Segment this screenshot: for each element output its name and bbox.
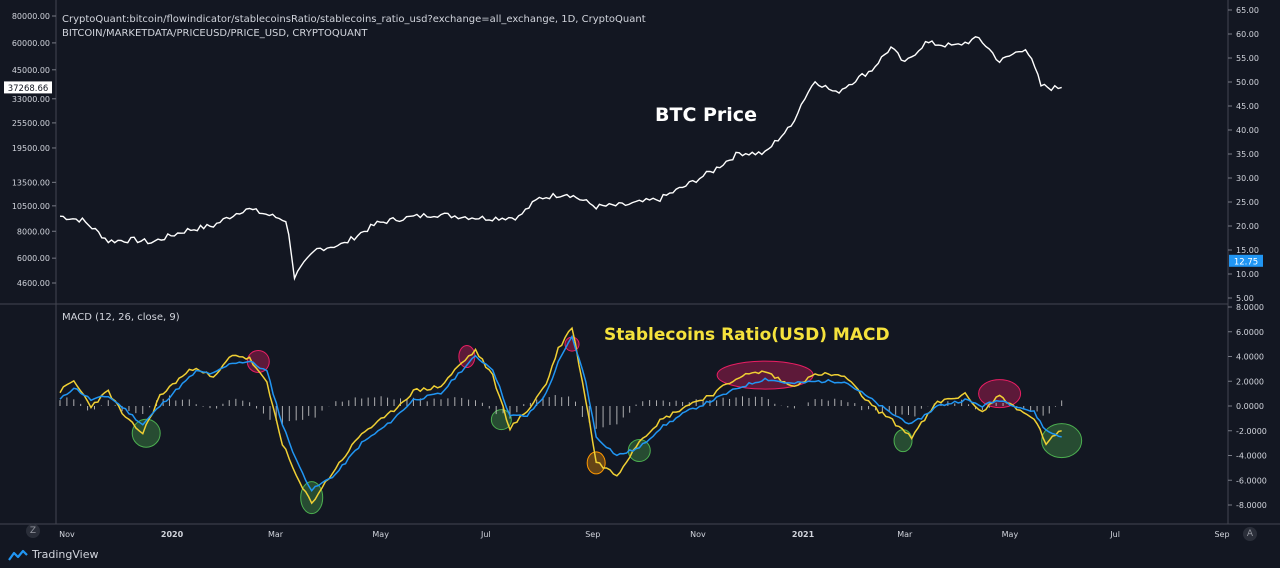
right-axis-tick-label: 25.00 xyxy=(1236,198,1259,207)
axis-badges: 37268.66 12.75 xyxy=(4,81,1263,267)
macd-axis-tick-label: 8.0000 xyxy=(1236,303,1264,312)
time-axis-tick-label: May xyxy=(372,530,389,539)
series-lines xyxy=(59,36,1062,505)
source-header-line-1: CryptoQuant:bitcoin/flowindicator/stable… xyxy=(62,14,646,25)
time-axis[interactable]: Nov 2020 Mar May Jul Sep Nov 2021 Mar May Jul Sep xyxy=(59,530,1229,539)
highlight-marker xyxy=(300,481,324,515)
signal-line xyxy=(59,326,1062,505)
time-axis-tick-label: Jul xyxy=(1109,530,1120,539)
zoom-reset-button[interactable]: Z xyxy=(26,524,40,538)
ratio-right-axis[interactable]: 65.00 60.00 55.00 50.00 45.00 40.00 35.00 30.00… xyxy=(1228,6,1259,303)
source-header-line-2: BITCOIN/MARKETDATA/PRICEUSD/PRICE_USD, C… xyxy=(62,28,368,39)
tradingview-logo-text: TradingView xyxy=(32,548,99,561)
macd-indicator-label: MACD (12, 26, close, 9) xyxy=(62,312,180,323)
macd-axis-tick-label: 6.0000 xyxy=(1236,328,1264,337)
btc-price-line xyxy=(59,36,1062,281)
time-axis-tick-label: Sep xyxy=(1214,530,1229,539)
macd-axis-tick-label: -8.0000 xyxy=(1236,501,1267,510)
tradingview-icon xyxy=(8,549,28,561)
macd-right-axis[interactable]: 8.0000 6.0000 4.0000 2.0000 0.0000 -2.0000 -4.… xyxy=(1228,303,1267,510)
ratio-value-badge-label: 12.75 xyxy=(1234,257,1258,267)
right-axis-tick-label: 35.00 xyxy=(1236,150,1259,159)
left-axis-tick-label: 80000.00 xyxy=(12,12,50,21)
right-axis-tick-label: 10.00 xyxy=(1236,270,1259,279)
price-left-axis[interactable]: 80000.00 60000.00 45000.00 33000.00 25500.00… xyxy=(12,12,56,288)
macd-axis-tick-label: 4.0000 xyxy=(1236,353,1264,362)
right-axis-tick-label: 65.00 xyxy=(1236,6,1259,15)
left-axis-tick-label: 4600.00 xyxy=(17,279,50,288)
left-axis-tick-label: 33000.00 xyxy=(12,95,50,104)
time-axis-tick-label: Nov xyxy=(59,530,75,539)
right-axis-tick-label: 60.00 xyxy=(1236,30,1259,39)
macd-axis-tick-label: -6.0000 xyxy=(1236,476,1267,485)
right-axis-tick-label: 5.00 xyxy=(1236,294,1254,303)
auto-scale-button[interactable]: A xyxy=(1243,527,1257,541)
highlight-marker xyxy=(978,379,1022,409)
right-axis-tick-label: 30.00 xyxy=(1236,174,1259,183)
left-axis-tick-label: 25500.00 xyxy=(12,119,50,128)
macd-axis-tick-label: -4.0000 xyxy=(1236,452,1267,461)
highlight-marker xyxy=(893,429,913,453)
time-axis-tick-label: Nov xyxy=(690,530,706,539)
right-axis-tick-label: 40.00 xyxy=(1236,126,1259,135)
highlight-marker xyxy=(490,409,512,431)
highlight-marker xyxy=(1041,423,1083,459)
time-axis-tick-label: Sep xyxy=(585,530,600,539)
right-axis-tick-label: 45.00 xyxy=(1236,102,1259,111)
tradingview-logo[interactable]: TradingView xyxy=(8,548,98,561)
macd-line xyxy=(59,334,1062,492)
highlight-marker xyxy=(131,418,161,448)
current-price-badge xyxy=(4,81,52,94)
right-axis-tick-label: 20.00 xyxy=(1236,222,1259,231)
time-axis-tick-label: Mar xyxy=(897,530,913,539)
left-axis-tick-label: 19500.00 xyxy=(12,144,50,153)
time-axis-tick-label: May xyxy=(1002,530,1019,539)
left-axis-tick-label: 45000.00 xyxy=(12,66,50,75)
time-axis-tick-label: Jul xyxy=(480,530,491,539)
ratio-value-badge xyxy=(1229,254,1263,267)
macd-axis-tick-label: 2.0000 xyxy=(1236,377,1264,386)
current-price-badge-label: 37268.66 xyxy=(8,84,49,94)
left-axis-tick-label: 6000.00 xyxy=(17,254,50,263)
left-axis-tick-label: 13500.00 xyxy=(12,178,50,187)
time-axis-tick-label: 2020 xyxy=(161,530,184,539)
macd-annotation-title: Stablecoins Ratio(USD) MACD xyxy=(604,325,890,345)
left-axis-tick-label: 60000.00 xyxy=(12,39,50,48)
macd-axis-tick-label: 0.0000 xyxy=(1236,402,1264,411)
right-axis-tick-label: 15.00 xyxy=(1236,246,1259,255)
right-axis-tick-label: 50.00 xyxy=(1236,78,1259,87)
left-axis-tick-label: 10500.00 xyxy=(12,202,50,211)
price-annotation-title: BTC Price xyxy=(655,104,757,126)
left-axis-tick-label: 8000.00 xyxy=(17,227,50,236)
time-axis-tick-label: 2021 xyxy=(792,530,815,539)
macd-axis-tick-label: -2.0000 xyxy=(1236,427,1267,436)
right-axis-tick-label: 55.00 xyxy=(1236,54,1259,63)
macd-histogram xyxy=(59,395,1063,429)
time-axis-tick-label: Mar xyxy=(268,530,284,539)
